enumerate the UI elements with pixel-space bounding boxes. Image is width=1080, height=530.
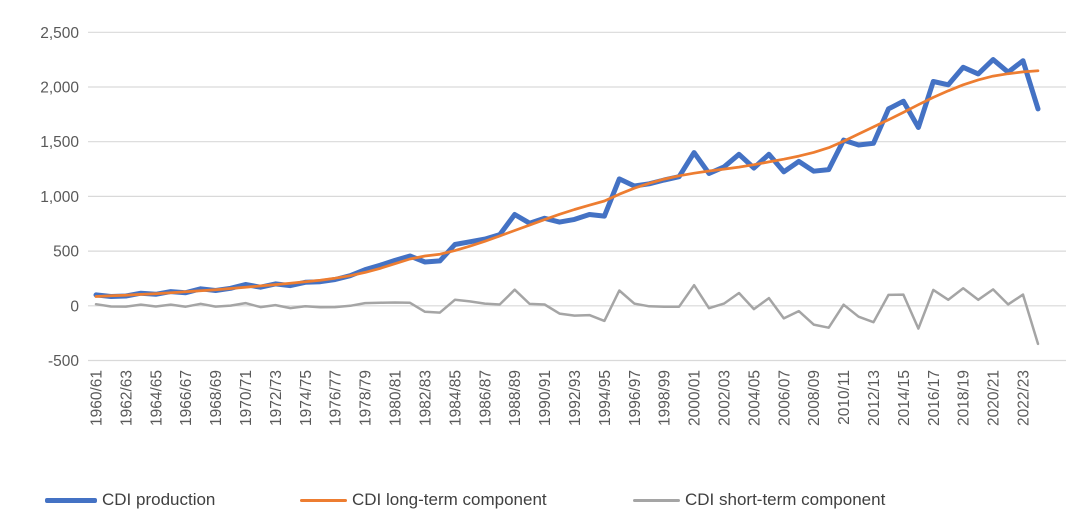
y-axis-tick-label: 1,000 <box>40 189 79 206</box>
x-axis-tick-label: 1962/63 <box>118 370 135 426</box>
x-axis-tick-label: 2008/09 <box>806 370 823 426</box>
y-axis-tick-label: 1,500 <box>40 134 79 151</box>
x-axis-tick-label: 1992/93 <box>567 370 584 426</box>
y-axis-tick-label: -500 <box>48 353 79 370</box>
x-axis-tick-label: 1964/65 <box>148 370 165 426</box>
x-axis-tick-label: 1968/69 <box>208 370 225 426</box>
x-axis-tick-label: 1988/89 <box>507 370 524 426</box>
x-axis-tick-label: 1960/61 <box>89 370 106 426</box>
x-axis-tick-label: 2014/15 <box>896 370 913 426</box>
y-axis-tick-label: 0 <box>70 298 79 315</box>
x-axis-tick-label: 1978/79 <box>358 370 375 426</box>
x-axis-tick-label: 2020/21 <box>986 370 1003 426</box>
x-axis-tick-label: 1976/77 <box>328 370 345 426</box>
y-axis-tick-label: 500 <box>53 244 79 261</box>
series-line-cdi-short-term-component <box>94 283 1040 346</box>
x-axis-tick-label: 1996/97 <box>627 370 644 426</box>
x-axis-tick-label: 1966/67 <box>178 370 195 426</box>
x-axis-tick-label: 1998/99 <box>657 370 674 426</box>
x-axis-tick-label: 1984/85 <box>447 370 464 426</box>
x-axis-tick-label: 1990/91 <box>537 370 554 426</box>
y-axis-tick-label: 2,500 <box>40 25 79 42</box>
x-axis-tick-label: 2012/13 <box>866 370 883 426</box>
x-axis-tick-label: 1994/95 <box>597 370 614 426</box>
x-axis-tick-label: 2010/11 <box>836 370 853 425</box>
series-line-cdi-production <box>93 57 1041 299</box>
x-axis-tick-label: 2016/17 <box>926 370 943 426</box>
series-line-cdi-long-term-component <box>94 69 1040 298</box>
x-axis-tick-label: 1982/83 <box>418 370 435 426</box>
x-axis-tick-label: 2002/03 <box>717 370 734 426</box>
x-axis-tick-label: 2018/19 <box>956 370 973 426</box>
x-axis-tick-label: 1974/75 <box>298 370 315 426</box>
x-axis-tick-label: 2006/07 <box>776 370 793 426</box>
x-axis-tick-label: 1972/73 <box>268 370 285 426</box>
x-axis-tick-label: 1986/87 <box>477 370 494 426</box>
x-axis-tick-label: 1970/71 <box>238 370 255 426</box>
x-axis-tick-label: 2000/01 <box>687 370 704 426</box>
x-axis-tick-label: 2004/05 <box>746 370 763 426</box>
y-axis-tick-label: 2,000 <box>40 80 79 97</box>
x-axis-tick-label: 1980/81 <box>388 370 405 426</box>
x-axis-tick-label: 2022/23 <box>1016 370 1033 426</box>
